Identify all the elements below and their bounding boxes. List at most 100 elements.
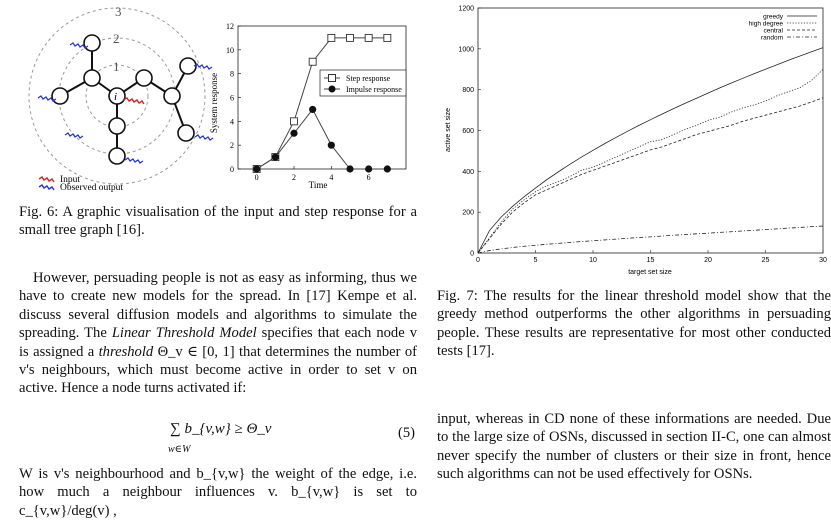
tree-node — [51, 87, 69, 105]
step-response-point — [364, 33, 373, 42]
output-squiggle-icon — [193, 63, 213, 70]
x-tick-label: 0 — [255, 173, 259, 182]
legend-label-high-degree: high degree — [749, 21, 784, 28]
y-tick-label: 4 — [230, 117, 234, 126]
series-line-greedy — [477, 47, 824, 254]
fig6-caption: Fig. 6: A graphic visualisation of the i… — [19, 204, 417, 239]
legend-label-greedy: greedy — [763, 14, 784, 21]
legend-input-label: Input — [60, 175, 80, 185]
legend-input-icon — [38, 176, 55, 183]
ring-label-2: 2 — [113, 31, 120, 46]
legend-label-random: random — [761, 35, 783, 42]
center-node-label: i — [114, 91, 117, 103]
y-tick-label: 1200 — [458, 6, 474, 13]
tree-node — [179, 57, 197, 75]
y-tick-label: 0 — [230, 165, 234, 174]
response-chart-xlabel: Time — [309, 180, 328, 190]
x-tick-label: 10 — [589, 257, 597, 264]
response-chart-ylabel: System response — [209, 73, 219, 133]
output-squiggle-icon — [64, 132, 84, 139]
x-tick-label: 0 — [476, 257, 480, 264]
impulse-response-point — [309, 105, 317, 114]
legend-step-label: Step response — [346, 74, 391, 83]
tree-diagram: 3 2 1 i Input Observed — [28, 4, 214, 193]
paragraph-1-text-c: Θ_v ∈ [0, 1] that determines the number … — [19, 343, 417, 397]
fig7-caption: Fig. 7: The results for the linear thres… — [437, 288, 831, 360]
x-tick-label: 4 — [329, 173, 333, 182]
impulse-response-point — [290, 129, 298, 137]
step-response-line — [256, 37, 388, 170]
impulse-response-point — [271, 153, 279, 161]
legend-label-central: central — [763, 28, 783, 35]
y-tick-label: 800 — [462, 87, 474, 94]
tree-node — [83, 69, 101, 87]
x-tick-label: 30 — [819, 257, 827, 264]
impulse-response-point — [346, 165, 354, 173]
y-tick-label: 400 — [462, 169, 474, 176]
ring-3 — [28, 7, 206, 185]
ring-label-1: 1 — [113, 59, 120, 74]
y-tick-label: 1000 — [458, 46, 474, 53]
tree-node — [135, 69, 153, 87]
response-chart: System response Time 0 2 4 6 8 10 12 0 2 4 6 Step r… — [209, 22, 407, 190]
series-line-random — [477, 225, 824, 254]
equation-5: ∑ b_{v,w} ≥ Θ_v — [170, 421, 320, 438]
x-tick-label: 25 — [762, 257, 770, 264]
paragraph-1-text: However, persuading people is not as eas… — [19, 270, 417, 342]
x-tick-label: 2 — [292, 173, 296, 182]
tree-node — [163, 87, 181, 105]
series-line-central — [477, 97, 824, 254]
impulse-response-point — [253, 165, 261, 173]
body-paragraph-2: W is v's neighbourhood and b_{v,w} the w… — [19, 466, 417, 519]
paragraph-1-text-b: specifies that each node v is assigned a — [19, 325, 418, 360]
legend-impulse-marker — [328, 85, 336, 93]
y-tick-label: 2 — [230, 141, 234, 150]
equation-number: (5) — [398, 425, 416, 441]
impulse-response-point — [383, 165, 391, 173]
x-tick-label: 20 — [704, 257, 712, 264]
impulse-response-point — [327, 141, 335, 149]
plot-frame — [237, 25, 407, 170]
output-squiggle-icon — [37, 95, 57, 102]
paragraph-1-term-2: threshold — [98, 343, 154, 360]
y-tick-label: 0 — [470, 251, 474, 258]
y-tick-label: 10 — [226, 46, 234, 55]
tree-node — [83, 34, 101, 52]
y-tick-label: 600 — [462, 128, 474, 135]
x-tick-label: 5 — [534, 257, 538, 264]
ring-label-3: 3 — [115, 4, 122, 19]
step-response-point — [290, 117, 298, 126]
input-squiggle-icon — [122, 97, 145, 105]
paragraph-1-term: Linear Threshold Model — [111, 325, 257, 342]
body-paragraph-right: input, whereas in CD none of these infor… — [437, 411, 831, 483]
output-squiggles — [37, 42, 214, 164]
legend-output-icon — [38, 184, 55, 191]
output-squiggle-icon — [69, 42, 89, 49]
legend-step-marker — [328, 74, 336, 82]
step-response-point — [346, 33, 354, 42]
x-tick-label: 6 — [367, 173, 371, 182]
legend-output-label: Observed output — [60, 183, 123, 193]
step-response-point — [308, 57, 317, 66]
threshold-chart-ylabel: active set size — [445, 108, 452, 152]
x-tick-label: 15 — [647, 257, 655, 264]
series-line-high-degree — [477, 68, 824, 254]
equation-body: ∑ b_{v,w} ≥ Θ_v — [170, 421, 272, 437]
step-response-point — [383, 33, 392, 42]
y-tick-label: 6 — [230, 94, 234, 103]
threshold-chart-xlabel: target set size — [628, 269, 672, 276]
y-tick-label: 8 — [230, 70, 234, 79]
legend-impulse-label: Impulse response — [346, 85, 402, 94]
y-tick-label: 200 — [462, 210, 474, 217]
plot-frame — [477, 7, 824, 254]
output-squiggle-icon — [124, 157, 144, 164]
tree-node — [177, 124, 195, 142]
body-paragraph-1: However, persuading people is not as eas… — [19, 269, 417, 398]
tree-node — [108, 147, 126, 165]
center-node — [108, 87, 126, 105]
impulse-response-point — [365, 165, 373, 173]
output-squiggle-icon — [194, 134, 214, 141]
step-response-point — [327, 33, 336, 42]
y-tick-label: 12 — [226, 22, 234, 31]
equation-subscript: w∈W — [168, 444, 191, 455]
